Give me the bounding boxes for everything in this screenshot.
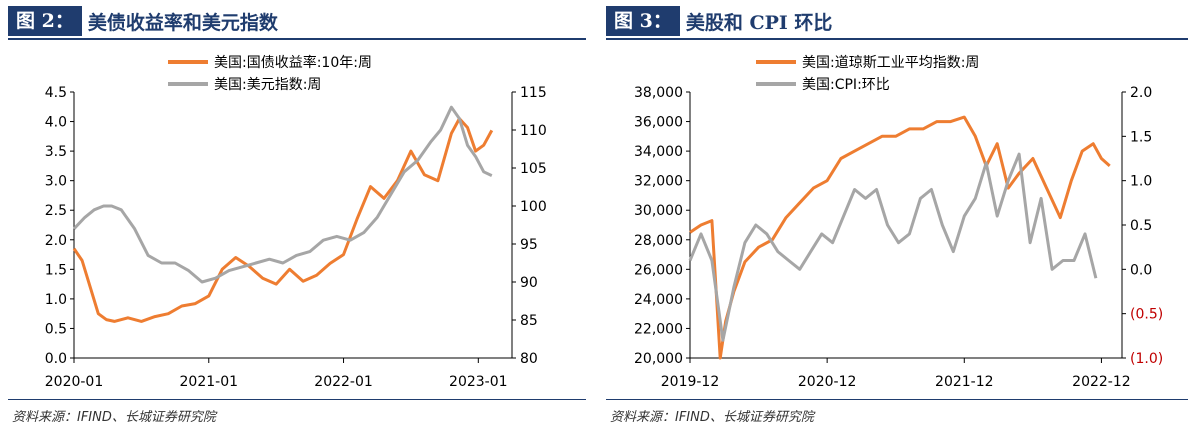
x-tick-label: 2021-01 [180, 374, 239, 390]
y-right-tick-label: 90 [520, 275, 538, 291]
y-right-tick-label: 0.5 [1130, 218, 1152, 234]
x-tick-label: 2021-12 [935, 374, 994, 390]
y-left-tick-label: 4.0 [45, 115, 67, 131]
x-tick-label: 2019-12 [661, 374, 720, 390]
bottom-rule [8, 399, 586, 400]
series-line-1 [72, 105, 493, 284]
x-tick-label: 2020-01 [45, 374, 104, 390]
x-tick-label: 2022-12 [1072, 374, 1131, 390]
y-right-tick-label: 110 [520, 123, 547, 139]
y-left-tick-label: 1.5 [45, 262, 67, 278]
y-left-tick-label: 20,000 [634, 351, 683, 367]
y-right-tick-label: 115 [520, 85, 547, 101]
bottom-rule [606, 399, 1188, 400]
y-right-tick-label: 1.5 [1130, 129, 1152, 145]
y-left-tick-label: 34,000 [634, 144, 683, 160]
series-line-1 [688, 152, 1098, 342]
y-right-tick-label: (0.5) [1130, 307, 1163, 323]
y-right-tick-label: 1.0 [1130, 174, 1152, 190]
y-left-tick-label: 28,000 [634, 233, 683, 249]
source-note: 资料来源：IFIND、长城证券研究院 [12, 410, 216, 425]
title-rule [606, 38, 1188, 40]
y-left-tick-label: 26,000 [634, 262, 683, 278]
legend-label-1: 美国:美元指数:周 [214, 77, 321, 93]
y-right-tick-label: 85 [520, 313, 538, 329]
y-right-tick-label: 2.0 [1130, 85, 1152, 101]
y-left-tick-label: 3.0 [45, 174, 67, 190]
x-tick-label: 2020-12 [798, 374, 857, 390]
y-left-tick-label: 24,000 [634, 292, 683, 308]
figure-title: 美股和 CPI 环比 [685, 11, 833, 34]
y-right-tick-label: 105 [520, 161, 547, 177]
y-left-tick-label: 2.5 [45, 203, 67, 219]
x-tick-label: 2023-01 [449, 374, 508, 390]
source-note: 资料来源：IFIND、长城证券研究院 [610, 410, 814, 425]
legend-label-1: 美国:CPI:环比 [802, 77, 890, 93]
y-left-tick-label: 36,000 [634, 115, 683, 131]
y-left-tick-label: 32,000 [634, 174, 683, 190]
figure-title-bar: 图 3： 美股和 CPI 环比 [606, 6, 832, 36]
chart-panel-right: 图 3： 美股和 CPI 环比 20,000 22,000 24,000 26,000… [606, 0, 1188, 431]
y-left-tick-label: 30,000 [634, 203, 683, 219]
y-right-tick-label: 95 [520, 237, 538, 253]
figure-number: 图 2： [8, 6, 82, 36]
title-rule [8, 38, 586, 40]
y-left-tick-label: 3.5 [45, 144, 67, 160]
y-right-tick-label: 0.0 [1130, 262, 1152, 278]
y-left-tick-label: 0.0 [45, 351, 67, 367]
x-tick-label: 2022-01 [314, 374, 373, 390]
y-left-tick-label: 2.0 [45, 233, 67, 249]
series-line-0 [689, 115, 1111, 360]
y-left-tick-label: 38,000 [634, 85, 683, 101]
figure-number: 图 3： [606, 6, 680, 36]
y-left-tick-label: 4.5 [45, 85, 67, 101]
y-right-tick-label: 80 [520, 351, 538, 367]
series-line-0 [72, 117, 494, 323]
legend-label-0: 美国:道琼斯工业平均指数:周 [802, 55, 979, 71]
y-left-tick-label: 1.0 [45, 292, 67, 308]
legend-label-0: 美国:国债收益率:10年:周 [214, 54, 372, 71]
y-left-tick-label: 22,000 [634, 321, 683, 337]
y-left-tick-label: 0.5 [45, 321, 67, 337]
figure-title-bar: 图 2： 美债收益率和美元指数 [8, 6, 278, 36]
line-chart-yield-dollar: 0.0 0.5 1.0 1.5 2.0 2.5 3.0 3.5 4.0 4.5 80 85 90 95 10… [45, 54, 547, 390]
chart-panel-left: 图 2： 美债收益率和美元指数 0.0 0.5 1.0 1.5 2.0 2.5 3.0 3.5… [8, 0, 586, 431]
line-chart-dow-cpi: 20,000 22,000 24,000 26,000 28,000 30,000 32,0… [634, 55, 1163, 390]
y-right-tick-label: 100 [520, 199, 547, 215]
y-right-tick-label: (1.0) [1130, 351, 1163, 367]
figure-title: 美债收益率和美元指数 [87, 11, 278, 34]
